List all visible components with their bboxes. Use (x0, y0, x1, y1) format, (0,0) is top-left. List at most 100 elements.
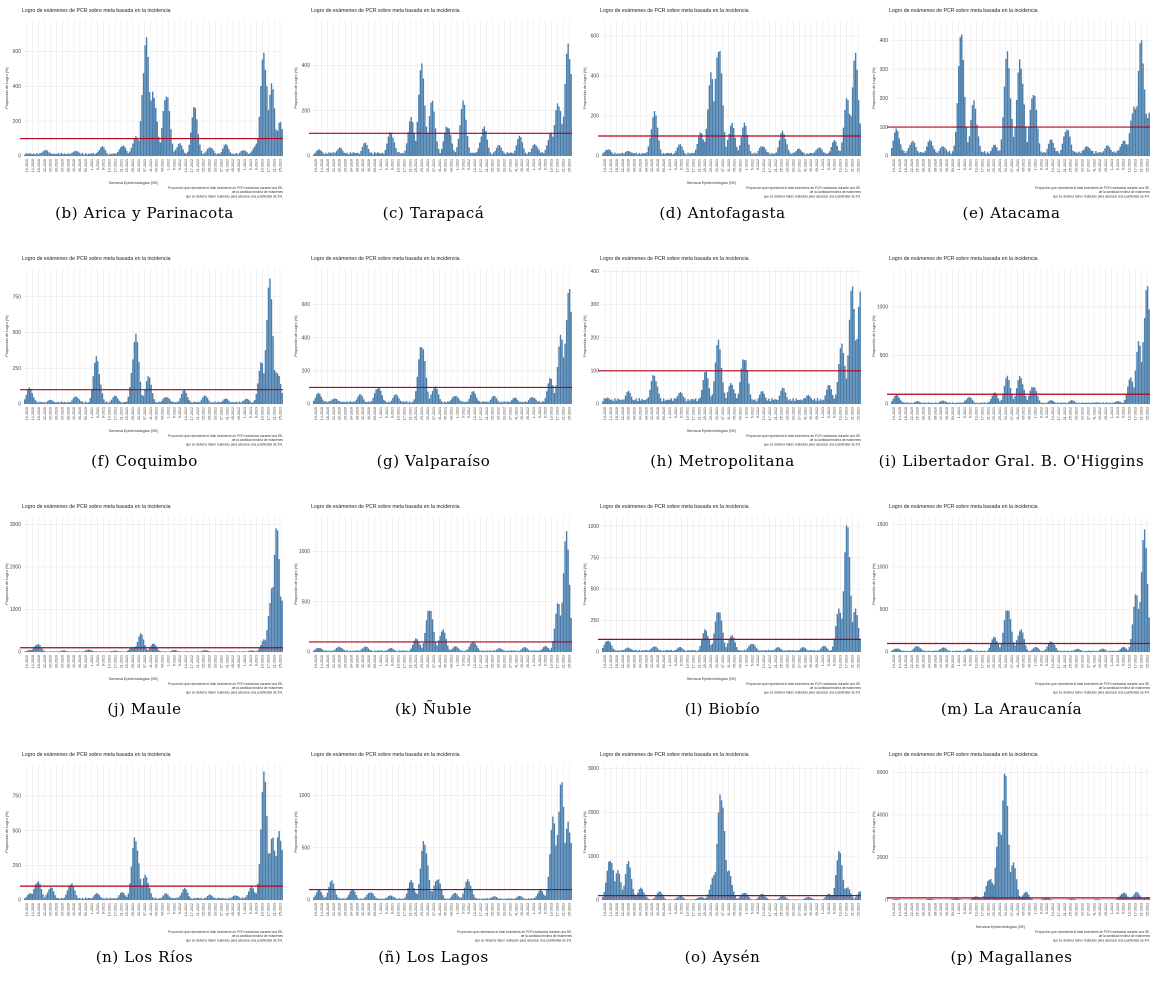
x-tick-label: 25-2023 (567, 655, 571, 668)
bar (481, 403, 482, 404)
x-tick-label: 13-2021 (975, 655, 979, 668)
bar (80, 154, 81, 156)
bar (1068, 899, 1069, 900)
bar (330, 651, 331, 652)
bar (27, 650, 28, 652)
bar (604, 645, 605, 652)
x-tick-label: 46-2020 (656, 903, 660, 916)
panel-caption: (g) Valparaíso (289, 452, 578, 470)
chart-note: que se debería haber realizado para alca… (475, 938, 572, 942)
bar (767, 651, 768, 652)
bar (327, 154, 328, 156)
bar (561, 782, 562, 900)
bar (225, 898, 226, 900)
bar (932, 651, 933, 652)
bar (914, 647, 915, 652)
bar (102, 651, 103, 652)
bar (245, 651, 246, 652)
bar (903, 651, 904, 653)
bar (277, 530, 278, 652)
bar (382, 395, 383, 404)
x-tick-label: 14-2020 (31, 655, 35, 668)
bar (1094, 651, 1095, 652)
bar-chart: Logro de exámenes de PCR sobre meta basa… (867, 744, 1156, 950)
bar (108, 403, 109, 404)
bar (747, 648, 748, 652)
bar (201, 400, 202, 404)
bar (1034, 647, 1035, 652)
bar (149, 888, 150, 900)
x-tick-label: 37-2022 (508, 655, 512, 668)
bar (1097, 651, 1098, 652)
x-tick-label: 5-2021 (385, 159, 389, 170)
y-tick-label: 250 (13, 863, 22, 869)
bar (636, 153, 637, 156)
bar (701, 134, 702, 156)
bar (831, 650, 832, 652)
bar (657, 128, 658, 156)
bar (503, 153, 504, 156)
x-tick-label: 41-2021 (438, 159, 442, 172)
bar (520, 402, 521, 404)
x-tick-label: 17-2023 (1134, 655, 1138, 668)
x-tick-label: 17-2021 (691, 407, 695, 420)
bar (725, 398, 726, 404)
bar (122, 892, 123, 900)
bar (403, 650, 404, 652)
x-tick-label: 30-2020 (922, 407, 926, 420)
bar (549, 650, 550, 652)
x-tick-label: 29-2021 (420, 655, 424, 668)
bar (389, 895, 390, 900)
bar (718, 612, 719, 652)
x-tick-label: 41-2022 (1092, 655, 1096, 668)
bar (392, 398, 393, 404)
bar (388, 137, 389, 156)
bar (193, 107, 194, 156)
bar (999, 150, 1000, 156)
bar (669, 400, 670, 404)
bar (452, 895, 453, 900)
bar (508, 153, 509, 156)
bar (38, 154, 39, 156)
bar (1074, 650, 1075, 652)
bar (683, 649, 684, 652)
bar (224, 899, 225, 900)
y-tick-label: 6000 (877, 770, 888, 776)
bar (488, 899, 489, 900)
x-tick-label: 41-2022 (1092, 903, 1096, 916)
x-tick-label: 14-2020 (898, 903, 902, 916)
bar (979, 146, 980, 156)
bar (342, 402, 343, 404)
bar (744, 360, 745, 404)
bar (973, 402, 974, 404)
bar (732, 885, 733, 900)
bar (406, 651, 407, 652)
bar (103, 898, 104, 900)
bar (923, 651, 924, 652)
bar (921, 403, 922, 404)
bar (849, 557, 850, 652)
bar (362, 397, 363, 404)
bar (982, 651, 983, 652)
bar (462, 402, 463, 404)
x-tick-label: 21-2022 (774, 903, 778, 916)
bar (134, 138, 135, 156)
bar (696, 898, 697, 900)
x-tick-label: 17-2021 (980, 407, 984, 420)
bar (33, 889, 34, 900)
bar-chart: Logro de exámenes de PCR sobre meta basa… (289, 0, 578, 206)
bar (187, 397, 188, 404)
bar (987, 881, 988, 900)
bar (973, 100, 974, 156)
panel-caption: (h) Metropolitana (578, 452, 867, 470)
x-tick-label: 33-2022 (503, 655, 507, 668)
bar (86, 650, 87, 652)
bar (1100, 899, 1101, 900)
x-tick-label: 29-2022 (497, 903, 501, 916)
bar (154, 98, 155, 156)
bar (608, 398, 609, 404)
bar (275, 856, 276, 900)
bar (990, 399, 991, 404)
x-tick-label: 41-2022 (514, 655, 518, 668)
bar (844, 552, 845, 652)
